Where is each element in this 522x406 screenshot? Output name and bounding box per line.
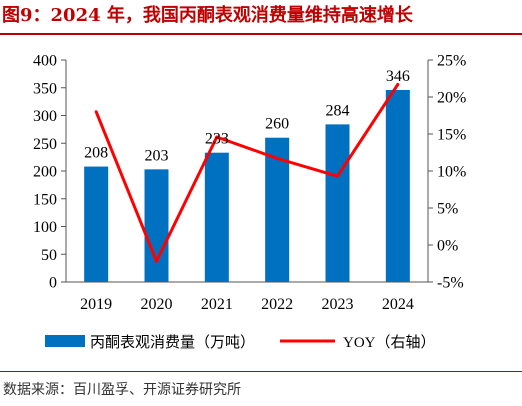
bar-value-label: 208 bbox=[84, 145, 108, 162]
left-axis-tick-label: 300 bbox=[33, 108, 57, 125]
figure-title: 图9：2024 年，我国丙酮表观消费量维持高速增长 bbox=[2, 5, 413, 26]
axes-group: 0 50 100 150 200 250 300 350 400 -5% 0% 5% 10% 15% 20%… bbox=[33, 53, 466, 314]
yoy-line bbox=[94, 83, 400, 263]
left-axis-tick-label: 400 bbox=[33, 53, 57, 70]
bar-value-label: 284 bbox=[326, 102, 350, 119]
yoy-point bbox=[275, 156, 279, 160]
bar-value-label: 233 bbox=[205, 131, 229, 148]
left-axis-tick-label: 0 bbox=[49, 275, 57, 292]
yoy-point bbox=[155, 259, 158, 263]
right-axis-tick-label: 20% bbox=[437, 90, 466, 107]
yoy-point bbox=[94, 110, 98, 114]
x-axis-tick-label: 2023 bbox=[322, 296, 354, 313]
bar bbox=[84, 166, 109, 282]
x-axis-tick-label: 2020 bbox=[141, 296, 173, 313]
legend: 丙酮表观消费量（万吨） YOY（右轴） bbox=[45, 334, 436, 351]
x-axis-tick-label: 2019 bbox=[80, 296, 112, 313]
bar bbox=[204, 152, 229, 282]
right-axis-tick-label: -5% bbox=[437, 275, 464, 292]
data-source-note: 数据来源：百川盈孚、开源证券研究所 bbox=[3, 382, 241, 398]
right-axis-tick-label: 5% bbox=[437, 201, 458, 218]
bar bbox=[144, 169, 169, 282]
bar-value-label: 203 bbox=[145, 147, 169, 164]
left-axis-tick-label: 200 bbox=[33, 164, 57, 181]
bar bbox=[385, 89, 410, 282]
left-axis-tick-label: 100 bbox=[33, 219, 57, 236]
data-labels-group: 208 203 233 260 284 346 bbox=[84, 68, 410, 164]
legend-bar-swatch bbox=[45, 335, 85, 347]
yoy-line-group bbox=[94, 82, 400, 263]
yoy-point bbox=[215, 135, 219, 139]
bar-value-label: 260 bbox=[265, 116, 289, 133]
right-axis-tick-label: 0% bbox=[437, 238, 458, 255]
right-axis-tick-label: 15% bbox=[437, 127, 466, 144]
yoy-point bbox=[396, 82, 400, 86]
chart-area: 0 50 100 150 200 250 300 350 400 -5% 0% 5% 10% 15% 20%… bbox=[33, 53, 466, 352]
x-axis-tick-label: 2024 bbox=[382, 296, 414, 313]
right-axis-tick-label: 25% bbox=[437, 53, 466, 70]
left-axis-tick-label: 50 bbox=[41, 247, 57, 264]
title-underline bbox=[0, 33, 522, 35]
source-divider bbox=[0, 371, 522, 372]
x-axis-tick-label: 2022 bbox=[261, 296, 293, 313]
bar-value-label: 346 bbox=[386, 68, 410, 85]
x-axis-tick-label: 2021 bbox=[201, 296, 233, 313]
left-axis-tick-label: 350 bbox=[33, 80, 57, 97]
legend-bar-label: 丙酮表观消费量（万吨） bbox=[90, 334, 255, 351]
legend-line-label: YOY（右轴） bbox=[343, 334, 436, 351]
right-axis-tick-label: 10% bbox=[437, 164, 466, 181]
bars-group bbox=[84, 89, 410, 282]
yoy-point bbox=[336, 174, 339, 178]
left-axis-tick-label: 150 bbox=[33, 191, 57, 208]
left-axis-tick-label: 250 bbox=[33, 136, 57, 153]
bar bbox=[325, 124, 350, 282]
